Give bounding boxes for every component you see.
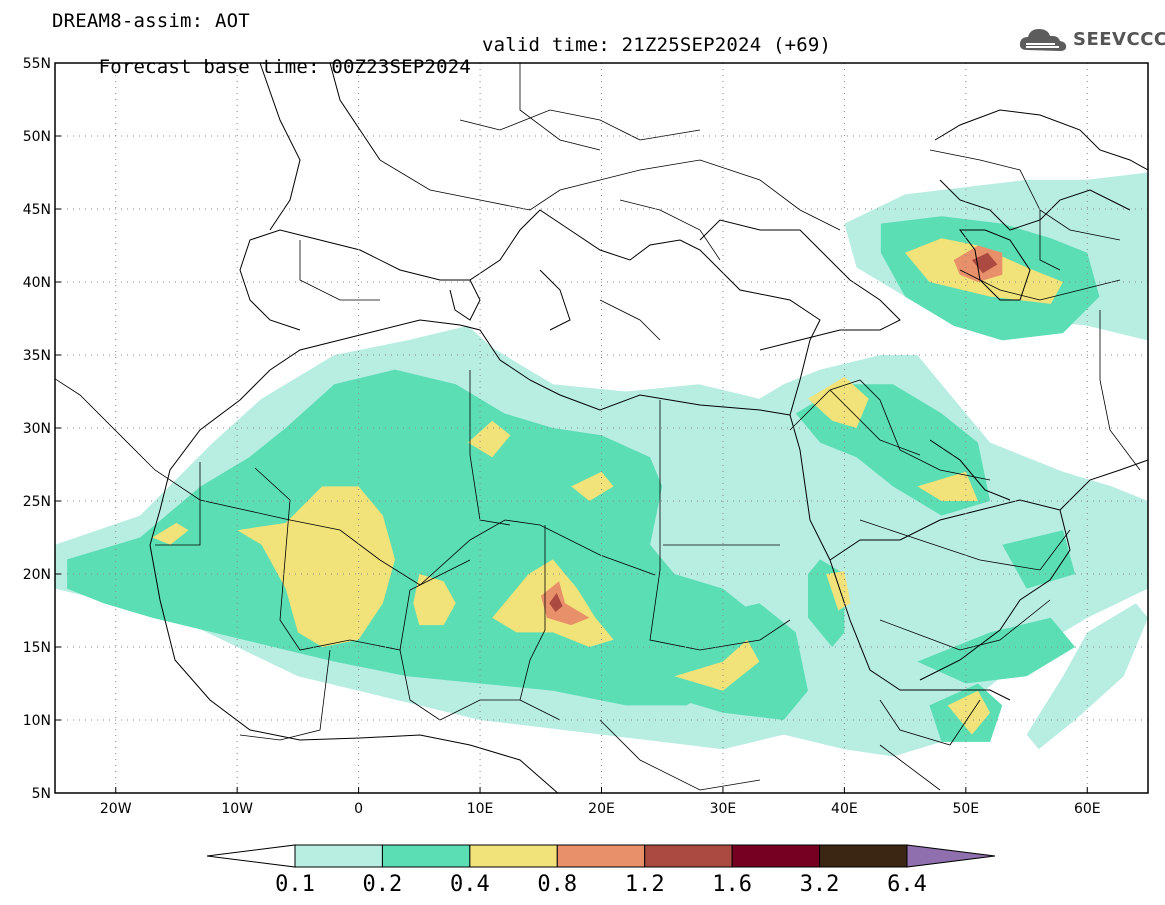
aot-contour-0.4-0.8-6 bbox=[674, 639, 760, 691]
colorbar-box-6 bbox=[819, 844, 908, 868]
lat-label-55N: 55N bbox=[23, 56, 51, 72]
valid-time: valid time: 21Z25SEP2024 (+69) bbox=[482, 34, 832, 56]
aot-contour-0.8-1.2-0 bbox=[540, 581, 590, 626]
colorbar-label-1.2: 1.2 bbox=[625, 872, 665, 897]
aot-contour-0.4-0.8-10 bbox=[947, 690, 991, 735]
aot-contour-0.4-0.8-0 bbox=[237, 486, 395, 647]
colorbar-label-0.1: 0.1 bbox=[275, 872, 315, 897]
colorbar-box-3 bbox=[556, 844, 646, 868]
colorbar-low-extension bbox=[206, 844, 296, 868]
aot-contour-0.4-0.8-5 bbox=[571, 471, 614, 501]
lat-label-5N: 5N bbox=[32, 786, 51, 802]
lon-label-10E: 10E bbox=[467, 801, 494, 817]
map-title: DREAM8-assim: AOT bbox=[52, 10, 250, 32]
colorbar-label-1.6: 1.6 bbox=[712, 872, 752, 897]
coastlines bbox=[149, 63, 1148, 793]
lon-label-20W: 20W bbox=[100, 801, 132, 817]
lon-label-40E: 40E bbox=[831, 801, 858, 817]
colorbar-label-6.4: 6.4 bbox=[887, 872, 927, 897]
lon-label-50E: 50E bbox=[952, 801, 979, 817]
aot-contour-0.4-0.8-7 bbox=[808, 376, 869, 428]
colorbar-box-1 bbox=[381, 844, 471, 868]
aot-field-layer bbox=[55, 172, 1148, 757]
aot-contour-0.2-0.4-5 bbox=[917, 617, 1076, 684]
aot-contour-0.2-0.4-6 bbox=[1002, 530, 1076, 589]
lat-label-20N: 20N bbox=[23, 567, 51, 583]
lat-label-15N: 15N bbox=[23, 640, 51, 656]
colorbar-label-3.2: 3.2 bbox=[800, 872, 840, 897]
aot-contour-0.4-0.8-8 bbox=[917, 471, 978, 501]
colorbar-box-2 bbox=[469, 844, 558, 868]
lat-label-45N: 45N bbox=[23, 202, 51, 218]
aot-contour-0.4-0.8-9 bbox=[826, 571, 851, 611]
lon-label-0: 0 bbox=[354, 801, 363, 817]
time-info-row: Forecast base time: 00Z23SEP2024 valid ti… bbox=[52, 34, 831, 100]
aot-contour-1.2-1.6-1 bbox=[971, 252, 998, 274]
colorbar-label-0.4: 0.4 bbox=[450, 872, 490, 897]
country-borders bbox=[55, 63, 1141, 791]
forecast-base-time: Forecast base time: 00Z23SEP2024 bbox=[98, 56, 472, 78]
aot-contour-1.2-1.6-0 bbox=[549, 593, 563, 612]
colorbar-label-0.2: 0.2 bbox=[363, 872, 403, 897]
aot-colorbar: 0.1 0.2 0.4 0.8 1.2 1.6 3.2 6.4 bbox=[206, 844, 996, 897]
colorbar-box-0 bbox=[294, 844, 383, 868]
lat-label-30N: 30N bbox=[23, 421, 51, 437]
lat-label-35N: 35N bbox=[23, 348, 51, 364]
logo-text: SEEVCCC bbox=[1073, 29, 1165, 50]
lon-label-60E: 60E bbox=[1074, 801, 1101, 817]
colorbar-label-0.8: 0.8 bbox=[537, 872, 577, 897]
seevccc-logo: SEEVCCC bbox=[1017, 24, 1165, 56]
aot-contour-0.4-0.8-4 bbox=[467, 420, 511, 458]
lat-label-10N: 10N bbox=[23, 713, 51, 729]
cloud-logo-icon bbox=[1019, 29, 1067, 51]
lat-label-40N: 40N bbox=[23, 275, 51, 291]
lat-label-50N: 50N bbox=[23, 129, 51, 145]
lon-label-10W: 10W bbox=[221, 801, 253, 817]
aot-contour-0.4-0.8-2 bbox=[413, 574, 456, 626]
lon-label-20E: 20E bbox=[588, 801, 615, 817]
aot-contour-0.4-0.8-1 bbox=[152, 522, 189, 545]
colorbar-box-4 bbox=[644, 844, 733, 868]
lat-label-25N: 25N bbox=[23, 494, 51, 510]
latitude-labels: 55N 50N 45N 40N 35N 30N 25N 20N 15N 10N 5N bbox=[23, 56, 61, 802]
aot-contour-0.1-0.2-2 bbox=[1026, 603, 1148, 750]
colorbar-high-extension bbox=[906, 844, 996, 868]
lon-label-30E: 30E bbox=[710, 801, 737, 817]
longitude-labels: 20W 10W 0 10E 20E 30E 40E 50E 60E bbox=[100, 787, 1101, 817]
colorbar-box-5 bbox=[731, 844, 821, 868]
